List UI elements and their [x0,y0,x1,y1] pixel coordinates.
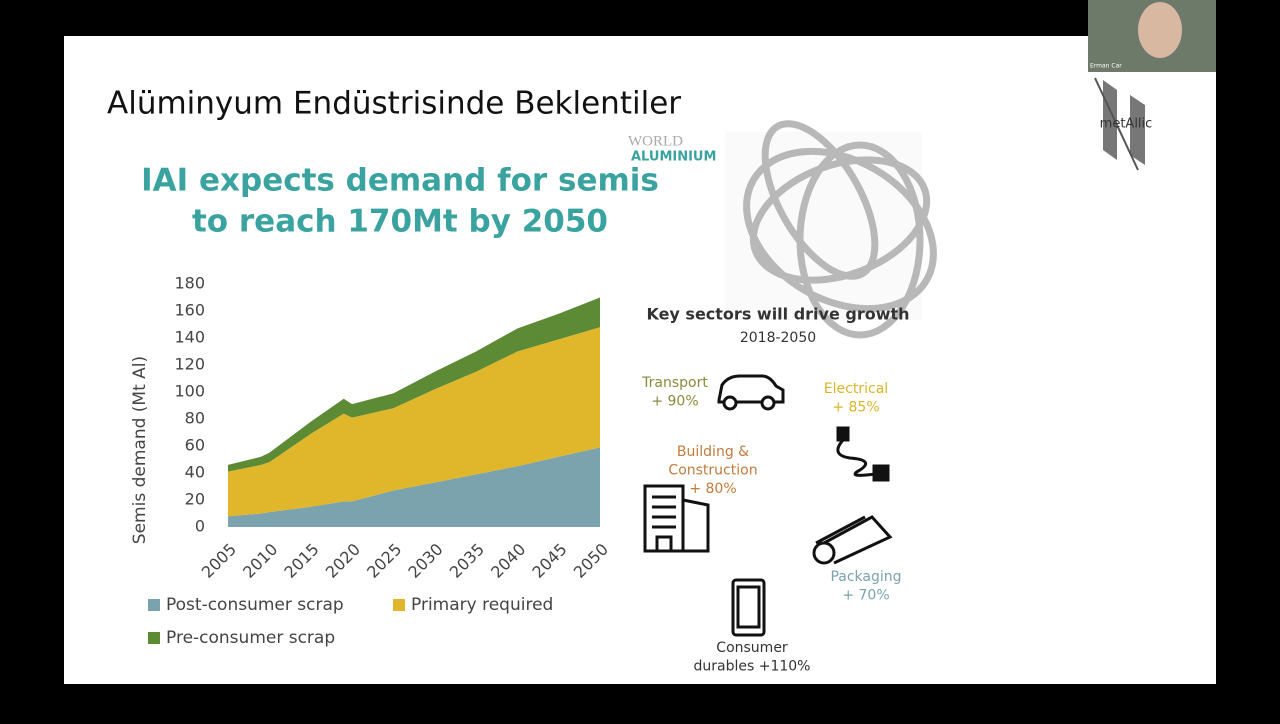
slide [64,36,1216,684]
y-tick-label: 60 [185,436,205,455]
y-tick-label: 140 [174,328,205,347]
chart-title: to reach 170Mt by 2050 [192,204,608,240]
webcam-person [1138,2,1182,58]
sector-label: durables +110% [694,659,811,675]
sector-label: + 80% [689,481,736,497]
legend-label: Post-consumer scrap [166,595,344,615]
slide-title: Alüminyum Endüstrisinde Beklentiler [107,86,681,122]
sectors-title: Key sectors will drive growth [646,305,909,324]
sector-label: + 85% [832,400,879,416]
sector-label: + 70% [842,588,889,604]
sector-icons [643,374,893,637]
legend-swatch [148,632,160,644]
webcam-name: Erman Car [1090,63,1122,70]
sector-label: + 90% [651,394,698,410]
y-tick-label: 160 [174,301,205,320]
legend-swatch [148,599,160,611]
y-tick-label: 80 [185,409,205,428]
sectors-period: 2018-2050 [740,330,816,346]
legend-swatch [393,599,405,611]
sector-label: Construction [668,463,757,479]
sector-label: Transport [641,375,708,391]
y-tick-label: 120 [174,355,205,374]
brand-line: ALUMINIUM [631,150,716,165]
y-tick-label: 0 [195,517,205,536]
logo-text: metAllic [1100,117,1153,132]
area [228,297,600,472]
logo: metAllic [1094,77,1153,171]
sector-label: Electrical [824,381,888,397]
sphere-image [725,120,937,339]
legend-label: Primary required [411,595,553,615]
sector-label: Packaging [830,569,901,585]
brand-line: WORLD [628,133,683,149]
area [228,447,600,527]
y-axis-label: Semis demand (Mt Al) [130,356,150,544]
sector-label: Building & [677,444,749,460]
y-tick-label: 40 [185,463,205,482]
chart: IAI expects demand for semis to reach 170… [130,163,659,649]
sectors: Key sectors will drive growth 2018-2050 Tr… [641,305,909,675]
chart-title: IAI expects demand for semis [141,163,659,199]
legend-label: Pre-consumer scrap [166,628,335,648]
y-tick-label: 20 [185,490,205,509]
sector-label: Consumer [716,640,788,656]
y-tick-label: 180 [174,274,205,293]
area [228,327,600,517]
y-tick-label: 100 [174,382,205,401]
